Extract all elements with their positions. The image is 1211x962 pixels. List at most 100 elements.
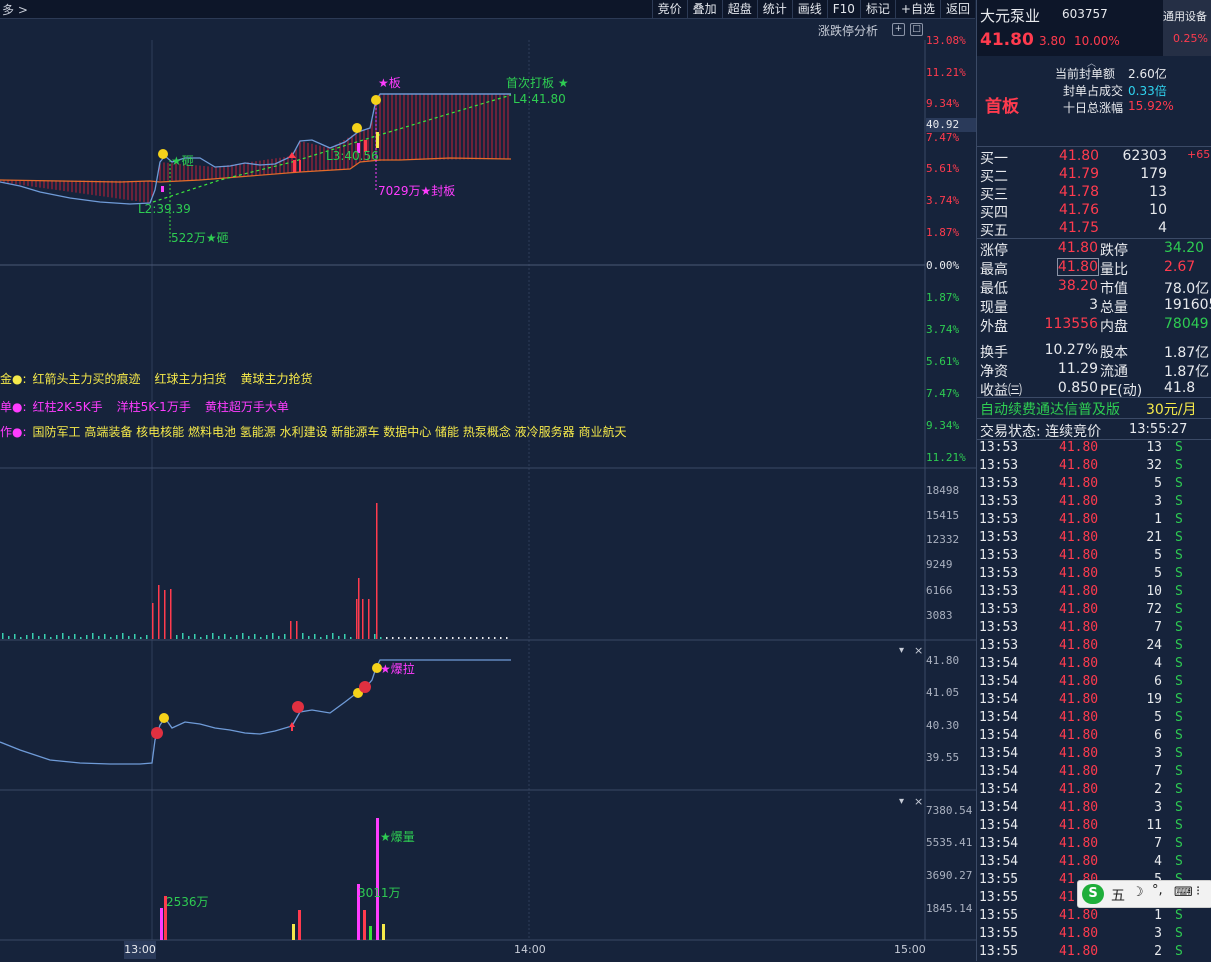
bid-row-1[interactable]: 买二 41.79 179 <box>977 166 1211 185</box>
tick-row: 13:54 41.80 11 S <box>977 818 1211 836</box>
tick-price: 41.80 <box>1059 710 1099 725</box>
seal-ratio-label: 封单占成交 <box>1063 84 1124 98</box>
toolbar-button-0[interactable]: 竞价 <box>651 0 687 18</box>
tick-price: 41.80 <box>1059 602 1099 617</box>
toolbar-button-5[interactable]: F10 <box>826 0 860 18</box>
volume-bar <box>146 635 148 639</box>
zoom-plus-icon[interactable]: + <box>892 23 905 36</box>
yellow-ball-icon <box>158 149 168 159</box>
tick-side: S <box>1175 836 1183 851</box>
stock-header: 大元泵业 603757 41.80 3.80 10.00% 通用设备 0.25% <box>977 0 1211 56</box>
toolbar-button-3[interactable]: 统计 <box>756 0 792 18</box>
tick-side: S <box>1175 548 1183 563</box>
cursor-price-label: 40.92 <box>926 118 976 132</box>
stat-label-1: 换手 <box>980 345 1008 361</box>
ime-mode-label[interactable]: 五 <box>1111 888 1125 904</box>
volume-bar <box>488 637 490 639</box>
volume-bar <box>122 633 124 639</box>
volume-bar <box>440 637 442 639</box>
stat-label-2: 股本 <box>1100 345 1128 361</box>
tick-volume: 4 <box>1154 854 1162 869</box>
moon-icon[interactable]: ☽ <box>1132 885 1144 900</box>
window-restore-icon[interactable]: □ <box>910 23 923 36</box>
tick-volume: 1 <box>1154 908 1162 923</box>
tick-row: 13:54 41.80 6 S <box>977 728 1211 746</box>
volume-bar <box>380 637 382 639</box>
tick-side: S <box>1175 692 1183 707</box>
volume-bar <box>194 634 196 639</box>
volume-bar <box>50 637 52 639</box>
yellow-ball-icon <box>159 713 169 723</box>
tick-price: 41.80 <box>1059 926 1099 941</box>
legend-2-item-0: 红柱2K-5K手 <box>32 400 103 414</box>
stat-row-2: 最低 38.20 市值 78.0亿 <box>977 278 1211 297</box>
limit-analysis-label[interactable]: 涨跌停分析 <box>818 24 879 38</box>
amount-bar <box>369 926 372 940</box>
seal-tag: 7029万★封板 <box>378 184 456 198</box>
trade-status-time: 13:55:27 <box>1129 422 1188 437</box>
tick-side: S <box>1175 602 1183 617</box>
toolbar-button-1[interactable]: 叠加 <box>686 0 722 18</box>
toolbar-button-6[interactable]: 标记 <box>859 0 895 18</box>
sector-box[interactable]: 通用设备 0.25% <box>1163 0 1211 56</box>
bid-row-3[interactable]: 买四 41.76 10 <box>977 202 1211 221</box>
toolbar-buttons: 竞价 叠加 超盘 统计 画线 F10 标记 +自选 返回 <box>651 0 975 18</box>
punct-icon[interactable]: °, <box>1152 883 1163 898</box>
tick-volume: 3 <box>1154 800 1162 815</box>
toolbar-button-2[interactable]: 超盘 <box>721 0 757 18</box>
trend-line <box>152 94 512 203</box>
tick-time: 13:53 <box>979 476 1019 491</box>
tick-row: 13:54 41.80 3 S <box>977 800 1211 818</box>
divider <box>977 418 1211 419</box>
ime-toolbar[interactable]: S 五 ☽ °, ⌨ ⁝ <box>1077 880 1211 908</box>
tick-price: 41.80 <box>1059 692 1099 707</box>
volume-bar <box>260 637 262 639</box>
promo-banner[interactable]: 自动续费通达信普及版 30元/月 <box>977 398 1211 418</box>
volume-bar <box>110 637 112 639</box>
tick-row: 13:55 41.80 1 S <box>977 908 1211 926</box>
sub2-dropdown-icon: ▾ <box>899 796 904 807</box>
volume-bar <box>218 636 220 639</box>
bid-row-0[interactable]: 买一 41.80 62303 +656 <box>977 148 1211 167</box>
bid-row-4[interactable]: 买五 41.75 4 <box>977 220 1211 239</box>
tick-side: S <box>1175 926 1183 941</box>
volume-bar <box>26 635 28 639</box>
toolbar-button-7[interactable]: +自选 <box>894 0 940 18</box>
tick-price: 41.80 <box>1059 746 1099 761</box>
bid-price: 41.78 <box>1059 184 1100 200</box>
volume-bar <box>164 590 166 639</box>
tick-volume: 6 <box>1154 674 1162 689</box>
ime-logo-icon[interactable]: S <box>1082 884 1104 904</box>
toolbar-button-8[interactable]: 返回 <box>939 0 975 18</box>
mark-bar <box>161 186 164 192</box>
toolbar-button-4[interactable]: 画线 <box>791 0 827 18</box>
amount-tag-2: 3011万 <box>358 886 401 900</box>
stat-label-1: 最低 <box>980 281 1008 297</box>
tick-time: 13:54 <box>979 836 1019 851</box>
volume-bar <box>344 634 346 639</box>
keyboard-icon[interactable]: ⌨ <box>1174 885 1193 900</box>
bid-volume: 10 <box>1149 202 1167 218</box>
nav-back-label[interactable]: 多 > <box>2 3 28 17</box>
bid-row-2[interactable]: 买三 41.78 13 <box>977 184 1211 203</box>
promo-price: 30元/月 <box>1146 402 1197 418</box>
price-axis-down-0: 1.87% <box>926 291 960 304</box>
volume-bar <box>242 633 244 639</box>
burst-pull-tag: ★爆拉 <box>380 662 415 676</box>
bid-change: +656 <box>1187 148 1211 161</box>
tick-time: 13:53 <box>979 602 1019 617</box>
stat-value-1: 10.27% <box>1044 342 1098 358</box>
volume-bar <box>464 637 466 639</box>
bid-volume: 62303 <box>1122 148 1167 164</box>
tick-price: 41.80 <box>1059 782 1099 797</box>
red-ball-icon <box>151 727 163 739</box>
tick-time: 13:53 <box>979 530 1019 545</box>
volume-bar <box>428 637 430 639</box>
tick-time: 13:55 <box>979 890 1019 905</box>
volume-bar <box>170 589 172 639</box>
more-icon[interactable]: ⁝ <box>1196 884 1201 899</box>
l2-label: L2:39.39 <box>138 202 191 216</box>
red-arrow-icon <box>288 152 296 158</box>
chevron-up-icon[interactable]: ︿ <box>1087 59 1097 69</box>
volume-bar <box>182 633 184 639</box>
